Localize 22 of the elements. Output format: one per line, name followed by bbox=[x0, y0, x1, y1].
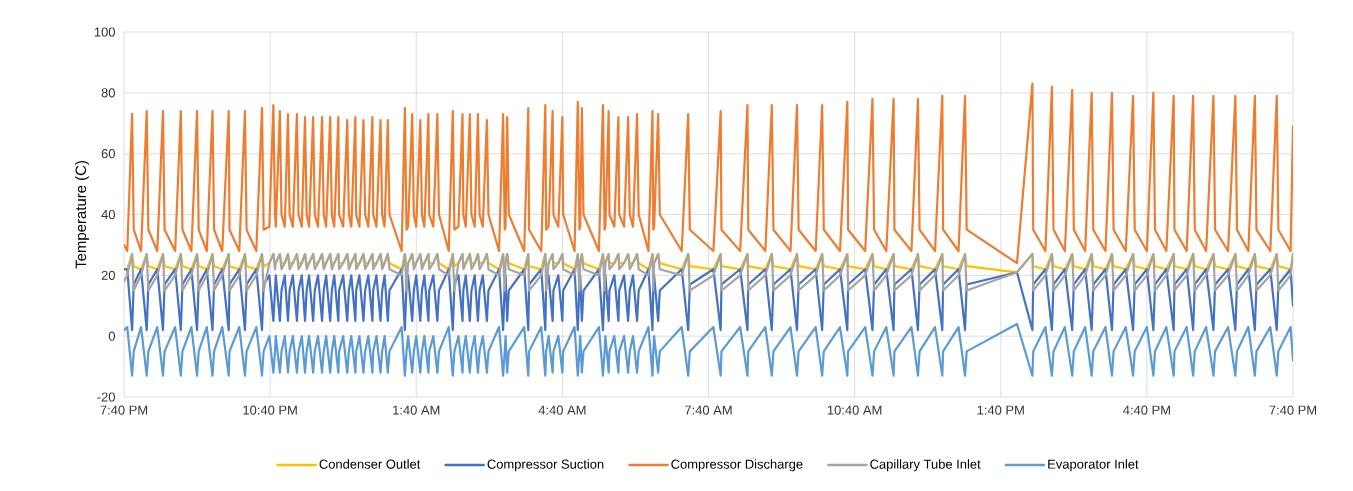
y-tick-label: 0 bbox=[108, 331, 115, 341]
y-tick-label: 100 bbox=[94, 27, 115, 37]
legend-label: Capillary Tube Inlet bbox=[870, 459, 981, 472]
y-tick-label: 60 bbox=[101, 149, 115, 159]
legend-label: Compressor Suction bbox=[487, 459, 604, 472]
legend-label: Condenser Outlet bbox=[319, 459, 421, 469]
x-tick-label: 7:40 PM bbox=[100, 405, 148, 415]
x-tick-label: 1:40 AM bbox=[393, 405, 440, 415]
y-tick-label: 20 bbox=[101, 270, 115, 280]
y-tick-label: 40 bbox=[101, 209, 115, 220]
legend-label: Compressor Discharge bbox=[671, 459, 803, 472]
x-tick-label: 10:40 PM bbox=[243, 405, 297, 415]
y-tick-label: -20 bbox=[97, 392, 115, 402]
y-axis-title: Temperature (C) bbox=[75, 161, 90, 269]
x-tick-label: 4:40 AM bbox=[538, 405, 586, 415]
x-tick-label: 10:40 AM bbox=[827, 405, 882, 415]
x-tick-label: 7:40 PM bbox=[1269, 405, 1317, 415]
x-tick-label: 4:40 PM bbox=[1123, 405, 1170, 415]
x-tick-label: 7:40 AM bbox=[685, 405, 732, 415]
legend-label: Evaporator Inlet bbox=[1048, 459, 1139, 472]
y-tick-label: 80 bbox=[101, 88, 115, 98]
x-tick-label: 1:40 PM bbox=[977, 405, 1024, 415]
